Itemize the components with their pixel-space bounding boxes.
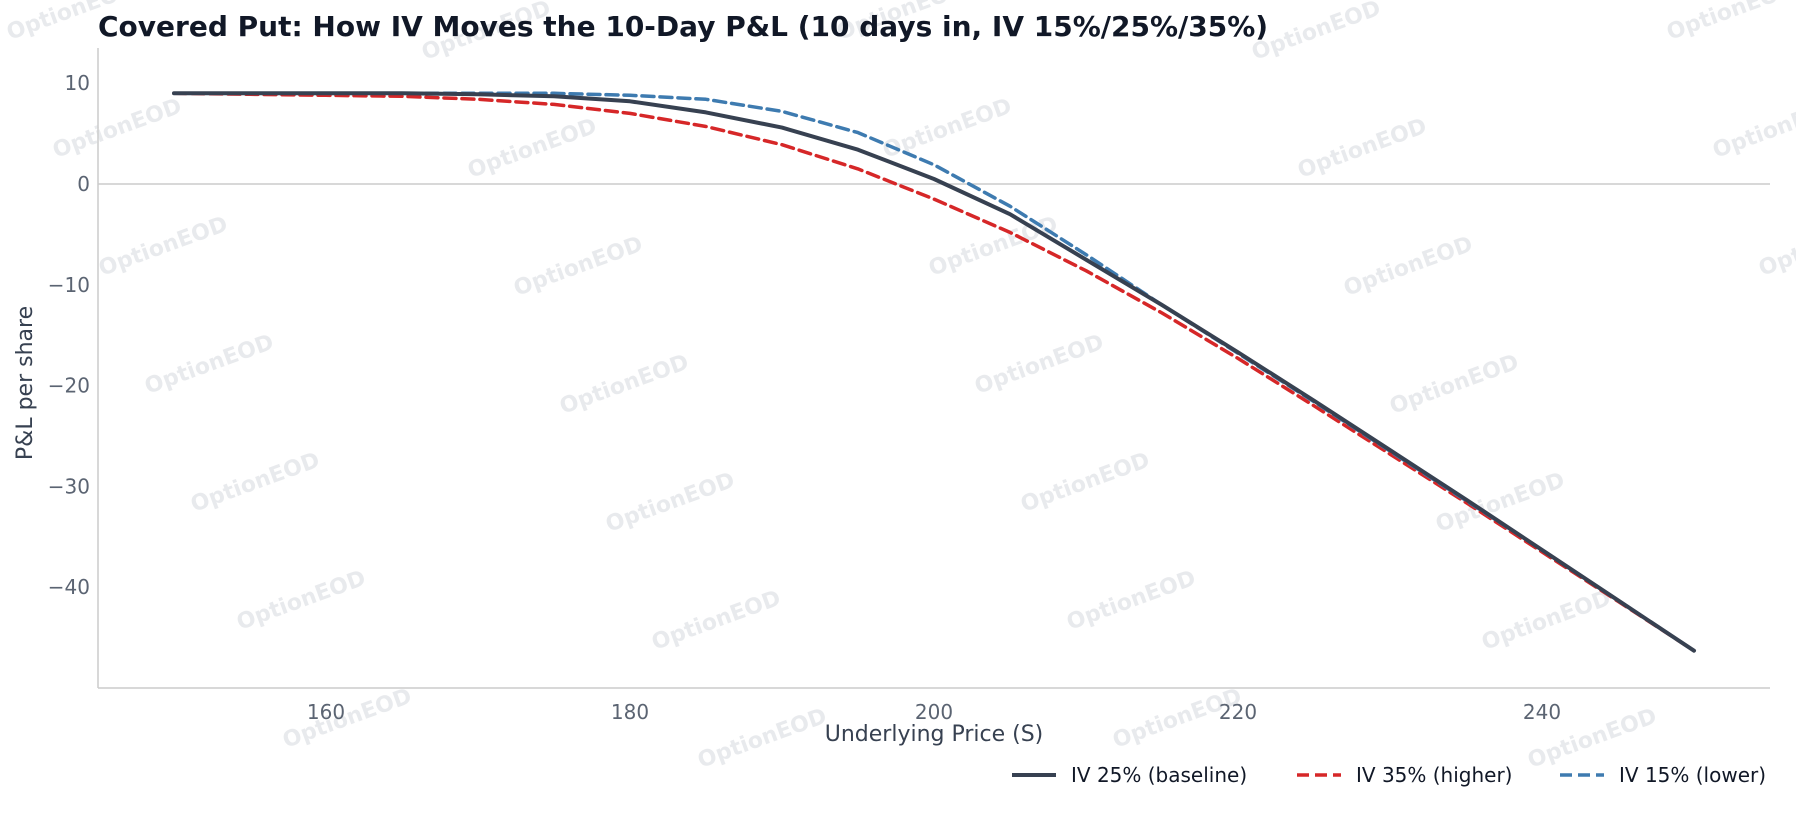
watermark: OptionEOD bbox=[1664, 0, 1796, 46]
x-tick-label: 160 bbox=[307, 700, 345, 724]
watermark: OptionEOD bbox=[695, 704, 831, 774]
watermark: OptionEOD bbox=[142, 330, 278, 400]
legend-label: IV 15% (lower) bbox=[1619, 763, 1766, 787]
watermark: OptionEOD bbox=[1756, 212, 1796, 282]
watermark: OptionEOD bbox=[880, 94, 1016, 164]
y-tick-labels: 10 0 −10 −20 −30 −40 bbox=[48, 71, 90, 599]
watermark: OptionEOD bbox=[1387, 350, 1523, 420]
y-tick-label: 0 bbox=[77, 172, 90, 196]
watermark: OptionEOD bbox=[557, 350, 693, 420]
watermark: OptionEOD bbox=[1064, 566, 1200, 636]
watermark: OptionEOD bbox=[1479, 586, 1615, 656]
watermark: OptionEOD bbox=[511, 232, 647, 302]
legend-label: IV 35% (higher) bbox=[1356, 763, 1512, 787]
watermark: OptionEOD bbox=[1249, 0, 1385, 66]
series-layer bbox=[172, 91, 1696, 653]
watermark: OptionEOD bbox=[1295, 114, 1431, 184]
watermark: OptionEOD bbox=[96, 212, 232, 282]
x-tick-label: 240 bbox=[1523, 700, 1561, 724]
legend: IV 25% (baseline) IV 35% (higher) IV 15% (… bbox=[1012, 763, 1766, 787]
watermark: OptionEOD bbox=[1433, 468, 1569, 538]
watermark: OptionEOD bbox=[188, 448, 324, 518]
y-axis-label: P&L per share bbox=[13, 306, 38, 460]
y-tick-label: 10 bbox=[65, 71, 90, 95]
watermark: OptionEOD bbox=[234, 566, 370, 636]
watermark: OptionEOD bbox=[50, 94, 186, 164]
watermark: OptionEOD bbox=[280, 684, 416, 754]
series-line bbox=[172, 91, 1696, 653]
series-line bbox=[172, 91, 1696, 653]
watermark: OptionEOD bbox=[649, 586, 785, 656]
x-tick-labels: 160 180 200 220 240 bbox=[307, 700, 1561, 724]
chart-title: Covered Put: How IV Moves the 10-Day P&L… bbox=[98, 10, 1268, 43]
watermark: OptionEOD bbox=[1018, 448, 1154, 518]
watermark: OptionEOD bbox=[972, 330, 1108, 400]
x-axis-label: Underlying Price (S) bbox=[825, 722, 1044, 747]
x-tick-label: 220 bbox=[1219, 700, 1257, 724]
watermark: OptionEOD bbox=[1341, 232, 1477, 302]
y-tick-label: −20 bbox=[48, 374, 90, 398]
y-tick-label: −40 bbox=[48, 575, 90, 599]
watermark: OptionEOD bbox=[1710, 94, 1796, 164]
legend-label: IV 25% (baseline) bbox=[1071, 763, 1247, 787]
y-tick-label: −10 bbox=[48, 273, 90, 297]
x-tick-label: 200 bbox=[915, 700, 953, 724]
x-tick-label: 180 bbox=[611, 700, 649, 724]
watermark: OptionEOD bbox=[465, 114, 601, 184]
watermark-layer: OptionEOD OptionEOD OptionEOD OptionEOD Opti… bbox=[0, 0, 1796, 774]
watermark: OptionEOD bbox=[603, 468, 739, 538]
y-tick-label: −30 bbox=[48, 474, 90, 498]
